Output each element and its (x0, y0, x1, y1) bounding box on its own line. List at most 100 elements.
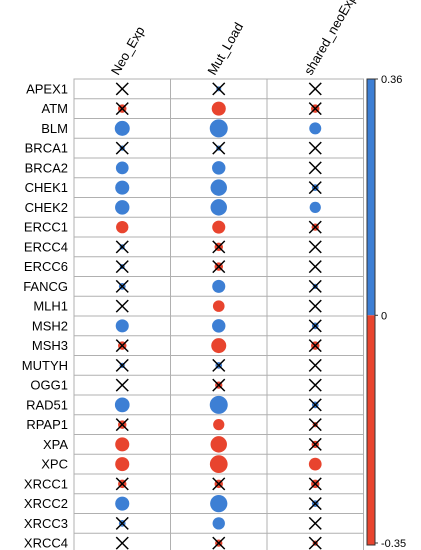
data-point (309, 201, 321, 213)
nonsignificant-cross (308, 82, 322, 96)
nonsignificant-cross (115, 516, 129, 530)
data-point (210, 199, 227, 216)
data-point (209, 455, 228, 473)
nonsignificant-cross (212, 358, 226, 372)
nonsignificant-cross (308, 418, 322, 432)
row-label: MUTYH (22, 358, 68, 373)
row-label: CHEK1 (25, 180, 68, 195)
colorbar-tick-label: -0.35 (381, 538, 406, 550)
colorbar-tick-label: 0.36 (381, 74, 402, 86)
column-label: Neo_Exp (108, 24, 148, 78)
nonsignificant-cross (308, 536, 322, 550)
data-point (211, 101, 226, 116)
nonsignificant-cross (115, 82, 129, 96)
data-point (212, 319, 226, 333)
nonsignificant-cross (115, 141, 129, 155)
nonsignificant-cross (308, 299, 322, 313)
data-point (210, 436, 227, 453)
data-point (115, 496, 130, 511)
nonsignificant-cross (308, 279, 322, 293)
data-point (114, 120, 130, 136)
data-point (209, 395, 228, 414)
colorbar: 0.36 0 -0.35 (366, 74, 406, 550)
row-label: ATM (42, 101, 68, 116)
nonsignificant-cross (115, 477, 129, 491)
data-point (309, 122, 322, 135)
data-point (115, 319, 129, 333)
data-point (212, 161, 226, 175)
data-point (308, 457, 322, 471)
nonsignificant-cross (115, 536, 129, 550)
nonsignificant-cross (308, 358, 322, 372)
row-label: CHEK2 (25, 200, 68, 215)
data-point (210, 495, 228, 513)
nonsignificant-cross (115, 279, 129, 293)
colorbar-negative (367, 315, 375, 545)
row-label: OGG1 (30, 378, 68, 393)
row-label: XPA (43, 437, 68, 452)
row-label: XRCC4 (24, 536, 68, 550)
colorbar-positive (367, 79, 375, 316)
row-label: BRCA1 (25, 141, 68, 156)
data-point (210, 179, 227, 196)
nonsignificant-cross (212, 82, 226, 96)
nonsignificant-cross (115, 339, 129, 353)
data-point (114, 397, 130, 413)
data-point (209, 119, 228, 138)
nonsignificant-cross (212, 240, 226, 254)
column-label: shared_neoExp (301, 0, 360, 77)
data-point (212, 220, 226, 234)
row-label: MSH2 (32, 318, 68, 333)
data-point (115, 161, 129, 175)
nonsignificant-cross (115, 102, 129, 116)
colorbar-tick-label: 0 (381, 310, 387, 322)
nonsignificant-cross (115, 378, 129, 392)
row-label: XRCC1 (24, 476, 68, 491)
grid (73, 78, 364, 550)
nonsignificant-cross (308, 378, 322, 392)
nonsignificant-cross (212, 260, 226, 274)
data-point (212, 517, 225, 530)
row-label: APEX1 (26, 81, 68, 96)
row-label: XRCC3 (24, 516, 68, 531)
row-label: BRCA2 (25, 160, 68, 175)
data-point (115, 200, 130, 215)
nonsignificant-cross (308, 497, 322, 511)
nonsignificant-cross (115, 240, 129, 254)
column-label: Mut_Load (204, 20, 246, 78)
nonsignificant-cross (308, 220, 322, 234)
row-label: ERCC4 (24, 239, 68, 254)
nonsignificant-cross (308, 319, 322, 333)
nonsignificant-cross (308, 141, 322, 155)
nonsignificant-cross (308, 102, 322, 116)
row-label: RPAP1 (26, 417, 68, 432)
nonsignificant-cross (212, 477, 226, 491)
row-label: MSH3 (32, 338, 68, 353)
data-point (116, 220, 129, 234)
row-label: XRCC2 (24, 496, 68, 511)
nonsignificant-cross (308, 181, 322, 195)
nonsignificant-cross (212, 378, 226, 392)
data-point (115, 457, 130, 472)
row-label: MLH1 (33, 299, 68, 314)
row-label: ERCC6 (24, 259, 68, 274)
data-point (115, 180, 130, 195)
data-point (211, 338, 227, 354)
nonsignificant-cross (308, 240, 322, 254)
nonsignificant-cross (115, 260, 129, 274)
nonsignificant-cross (115, 418, 129, 432)
colorbar-border (366, 78, 376, 546)
data-point (115, 437, 130, 452)
nonsignificant-cross (212, 141, 226, 155)
labels: APEX1 ATM BLM BRCA1 BRCA2 CHEK1 CHEK2 ERCC1 ERCC… (22, 0, 360, 550)
row-label: BLM (41, 121, 68, 136)
row-label: FANCG (23, 279, 68, 294)
nonsignificant-cross (308, 398, 322, 412)
data-point (212, 279, 226, 293)
nonsignificant-cross (308, 161, 322, 175)
data-point (213, 419, 225, 431)
nonsignificant-cross (212, 536, 226, 550)
nonsignificant-cross (308, 516, 322, 530)
row-label: XPC (41, 457, 68, 472)
